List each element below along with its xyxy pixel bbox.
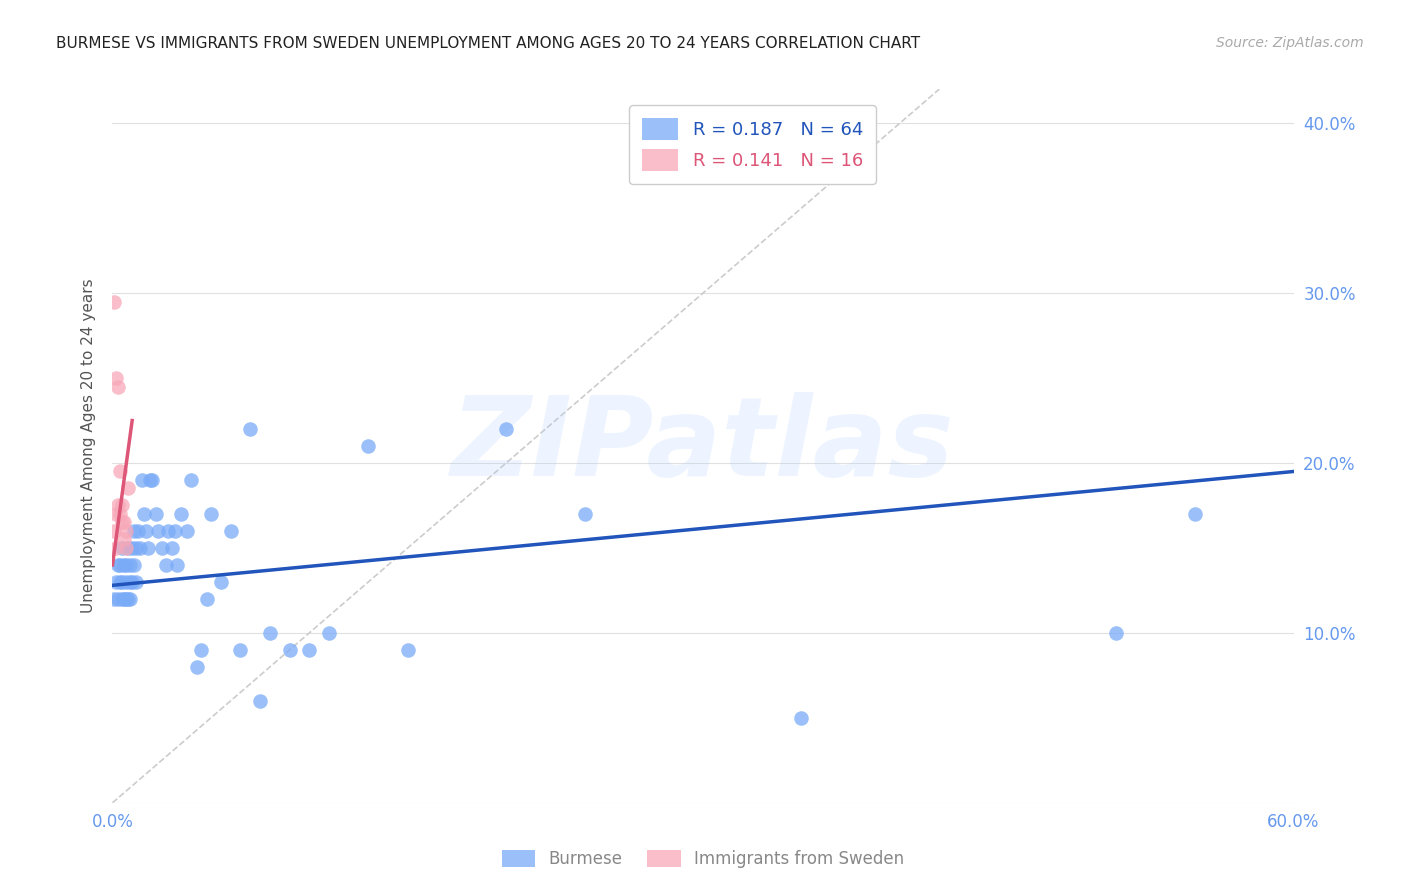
Point: [396, 643, 419, 657]
Legend: Burmese, Immigrants from Sweden: Burmese, Immigrants from Sweden: [495, 843, 911, 875]
Point: [115, 524, 138, 538]
Point: [156, 524, 179, 538]
Point: [121, 574, 143, 589]
Point: [107, 591, 129, 606]
Point: [115, 541, 138, 555]
Point: [117, 591, 139, 606]
Point: [129, 541, 152, 555]
Point: [200, 507, 222, 521]
Point: [120, 558, 142, 572]
Point: [1184, 507, 1206, 521]
Point: [495, 422, 517, 436]
Point: [165, 524, 187, 538]
Point: [249, 694, 271, 708]
Point: [115, 574, 138, 589]
Point: [110, 507, 132, 521]
Point: [180, 473, 202, 487]
Point: [219, 524, 242, 538]
Point: [239, 422, 262, 436]
Point: [105, 371, 128, 385]
Point: [139, 473, 162, 487]
Point: [790, 711, 813, 725]
Point: [110, 465, 132, 479]
Point: [115, 558, 138, 572]
Point: [141, 473, 163, 487]
Point: [1105, 626, 1128, 640]
Point: [115, 591, 138, 606]
Point: [121, 541, 143, 555]
Point: [145, 507, 167, 521]
Point: [112, 533, 135, 547]
Point: [135, 524, 157, 538]
Point: [259, 626, 281, 640]
Point: [112, 516, 135, 530]
Point: [107, 379, 129, 393]
Point: [127, 524, 149, 538]
Point: [112, 591, 135, 606]
Point: [318, 626, 340, 640]
Point: [195, 591, 218, 606]
Text: ZIPatlas: ZIPatlas: [451, 392, 955, 500]
Point: [105, 574, 128, 589]
Point: [298, 643, 321, 657]
Point: [107, 558, 129, 572]
Point: [120, 574, 142, 589]
Point: [125, 541, 148, 555]
Point: [122, 558, 145, 572]
Legend: R = 0.187   N = 64, R = 0.141   N = 16: R = 0.187 N = 64, R = 0.141 N = 16: [630, 105, 876, 184]
Point: [105, 507, 128, 521]
Point: [111, 574, 134, 589]
Point: [166, 558, 188, 572]
Point: [155, 558, 177, 572]
Point: [131, 473, 153, 487]
Y-axis label: Unemployment Among Ages 20 to 24 years: Unemployment Among Ages 20 to 24 years: [80, 278, 96, 614]
Point: [357, 439, 380, 453]
Point: [122, 524, 145, 538]
Point: [111, 499, 134, 513]
Point: [111, 516, 134, 530]
Point: [278, 643, 301, 657]
Point: [103, 524, 125, 538]
Point: [176, 524, 198, 538]
Point: [132, 507, 155, 521]
Point: [209, 574, 232, 589]
Point: [146, 524, 169, 538]
Point: [117, 482, 139, 496]
Point: [125, 574, 148, 589]
Point: [186, 660, 208, 674]
Point: [190, 643, 212, 657]
Point: [160, 541, 183, 555]
Point: [574, 507, 596, 521]
Point: [111, 591, 134, 606]
Point: [150, 541, 173, 555]
Text: Source: ZipAtlas.com: Source: ZipAtlas.com: [1216, 36, 1364, 50]
Text: BURMESE VS IMMIGRANTS FROM SWEDEN UNEMPLOYMENT AMONG AGES 20 TO 24 YEARS CORRELA: BURMESE VS IMMIGRANTS FROM SWEDEN UNEMPL…: [56, 36, 921, 51]
Point: [120, 591, 142, 606]
Point: [110, 574, 132, 589]
Point: [229, 643, 252, 657]
Point: [136, 541, 159, 555]
Point: [103, 294, 125, 309]
Point: [170, 507, 193, 521]
Point: [112, 558, 135, 572]
Point: [107, 499, 129, 513]
Point: [111, 541, 134, 555]
Point: [117, 541, 139, 555]
Point: [110, 558, 132, 572]
Point: [105, 541, 128, 555]
Point: [103, 591, 125, 606]
